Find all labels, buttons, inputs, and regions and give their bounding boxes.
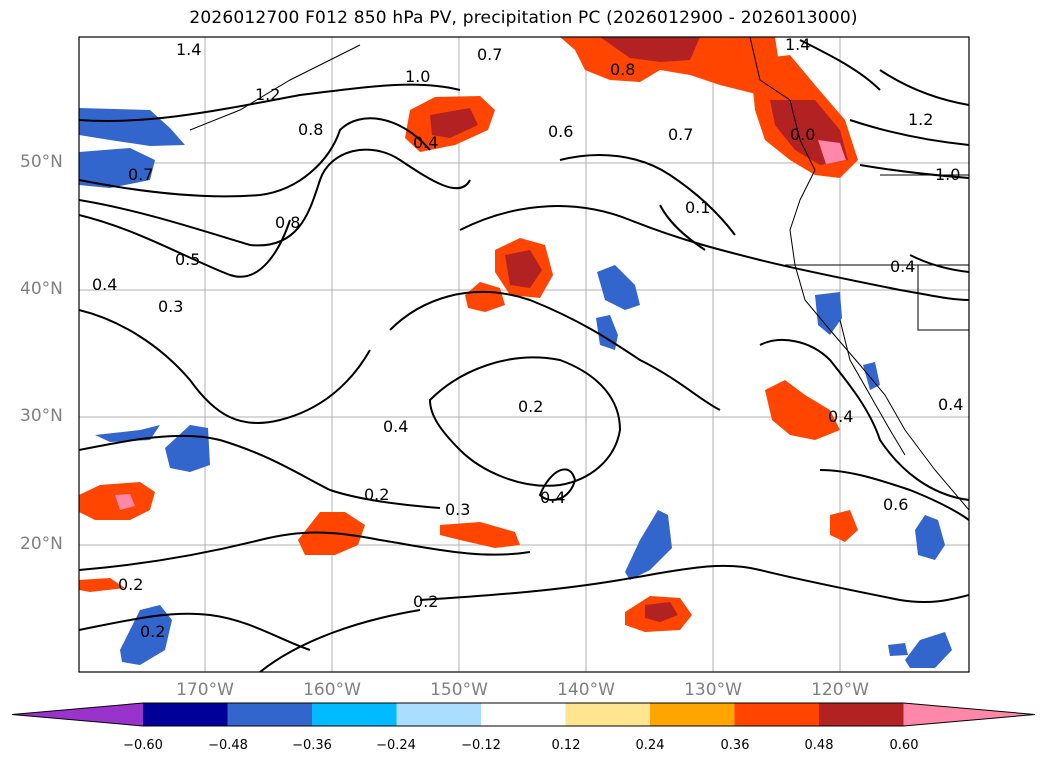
contour-label: 0.7 bbox=[668, 125, 693, 144]
precip-blob-blue-s2 bbox=[915, 515, 945, 560]
colorbar-tick-label: 0.60 bbox=[889, 738, 919, 753]
lon-label-130w: 130°W bbox=[684, 680, 742, 700]
contour-label: 0.4 bbox=[383, 417, 408, 436]
precip-blob-nw-blue bbox=[79, 108, 185, 146]
precip-blob-blue-s4 bbox=[888, 643, 908, 656]
precip-blob-west-peak bbox=[115, 494, 135, 510]
contour-label: 0.4 bbox=[92, 275, 117, 294]
colorbar-tick-label: 0.36 bbox=[720, 738, 750, 753]
contour-label: 0.8 bbox=[610, 60, 635, 79]
lon-label-160w: 160°W bbox=[303, 680, 361, 700]
contour-label: 0.1 bbox=[685, 198, 710, 217]
precip-blob-blue-e2 bbox=[863, 362, 880, 390]
contour-label: 0.2 bbox=[518, 397, 543, 416]
colorbar-segment bbox=[481, 703, 566, 726]
lat-label-50n: 50°N bbox=[20, 152, 63, 172]
contour-label: 0.8 bbox=[298, 120, 323, 139]
colorbar-segment bbox=[227, 703, 313, 726]
colorbar-segment bbox=[819, 703, 904, 726]
precip-blob-alaska bbox=[560, 37, 780, 95]
lon-label-170w: 170°W bbox=[176, 680, 234, 700]
pv-contours bbox=[79, 39, 969, 672]
precipitation-fill bbox=[79, 37, 952, 668]
colorbar-tick-label: 0.24 bbox=[635, 738, 665, 753]
precip-blob-blue-e1 bbox=[815, 292, 842, 335]
colorbar-tick-label: 0.12 bbox=[551, 738, 581, 753]
contour-label: 1.0 bbox=[935, 165, 960, 184]
precip-blob-west-small bbox=[79, 578, 125, 592]
contour-label: 1.2 bbox=[908, 110, 933, 129]
colorbar-segment bbox=[143, 703, 228, 726]
lat-label-40n: 40°N bbox=[20, 279, 63, 299]
colorbar-segment bbox=[734, 703, 820, 726]
contour-label: 0.5 bbox=[175, 250, 200, 269]
colorbar-extend-left bbox=[12, 703, 143, 726]
precip-blob-blue-c1 bbox=[597, 265, 640, 310]
lon-label-120w: 120°W bbox=[811, 680, 869, 700]
precip-blob-bc-peak bbox=[818, 140, 846, 164]
contour-label: 0.2 bbox=[364, 485, 389, 504]
precip-blob-central2 bbox=[465, 282, 505, 312]
contour-label: 1.4 bbox=[785, 35, 810, 54]
contour-label: 1.2 bbox=[255, 85, 280, 104]
precip-blob-blue-w3 bbox=[120, 605, 172, 665]
contour-label: 0.4 bbox=[938, 395, 963, 414]
precip-blob-blue-s3 bbox=[905, 632, 952, 668]
contour-label: 0.4 bbox=[540, 488, 565, 507]
coastline bbox=[189, 37, 969, 511]
colorbar-tick-label: −0.36 bbox=[292, 738, 332, 753]
contour-label: 0.3 bbox=[158, 297, 183, 316]
contour-label: 0.3 bbox=[445, 500, 470, 519]
colorbar-tick-label: −0.12 bbox=[461, 738, 501, 753]
contour-label: 0.4 bbox=[890, 257, 915, 276]
colorbar-tick-label: −0.60 bbox=[123, 738, 163, 753]
lon-label-140w: 140°W bbox=[557, 680, 615, 700]
colorbar-tick-label: −0.48 bbox=[208, 738, 248, 753]
contour-label: 1.4 bbox=[176, 40, 201, 59]
contour-label: 0.7 bbox=[128, 165, 153, 184]
lon-label-150w: 150°W bbox=[430, 680, 488, 700]
contour-label: 0.4 bbox=[828, 407, 853, 426]
colorbar-outline bbox=[11, 702, 1036, 727]
plot-frame bbox=[78, 36, 970, 673]
contour-label: 0.0 bbox=[790, 125, 815, 144]
map-title: 2026012700 F012 850 hPa PV, precipitatio… bbox=[189, 8, 858, 28]
contour-label: 1.0 bbox=[405, 67, 430, 86]
contour-label: 0.2 bbox=[413, 592, 438, 611]
precip-blob-alaska-core bbox=[600, 37, 700, 62]
precip-blob-se bbox=[830, 510, 858, 542]
colorbar-tick-label: −0.24 bbox=[376, 738, 416, 753]
precip-blob-blue-s1 bbox=[625, 510, 672, 580]
precip-blob-east bbox=[765, 380, 840, 440]
contour-label: 0.8 bbox=[275, 213, 300, 232]
contour-label: 0.7 bbox=[477, 45, 502, 64]
contour-label: 0.6 bbox=[548, 122, 573, 141]
lat-label-20n: 20°N bbox=[20, 534, 63, 554]
precip-blob-central-core bbox=[505, 250, 542, 288]
contour-label: 0.6 bbox=[883, 495, 908, 514]
colorbar-segment bbox=[312, 703, 397, 726]
precip-blob-south3-core bbox=[645, 602, 678, 622]
precip-blob-w-blue bbox=[79, 148, 155, 188]
colorbar-segment bbox=[650, 703, 735, 726]
precip-blob-south2 bbox=[440, 522, 520, 548]
colorbar-tick-label: 0.48 bbox=[804, 738, 834, 753]
contour-label: 0.2 bbox=[118, 575, 143, 594]
colorbar bbox=[11, 702, 1036, 727]
colorbar-segment bbox=[565, 703, 651, 726]
contour-label: 0.2 bbox=[140, 622, 165, 641]
contour-labels: 1.4 1.2 0.8 0.7 0.5 0.3 0.6 0.4 0.2 0.3 … bbox=[92, 35, 963, 641]
colorbar-extend-right bbox=[903, 703, 1035, 726]
colorbar-segment bbox=[396, 703, 482, 726]
precip-blob-gulf-core bbox=[430, 108, 478, 138]
lat-label-30n: 30°N bbox=[20, 406, 63, 426]
contour-label: 0.4 bbox=[413, 133, 438, 152]
